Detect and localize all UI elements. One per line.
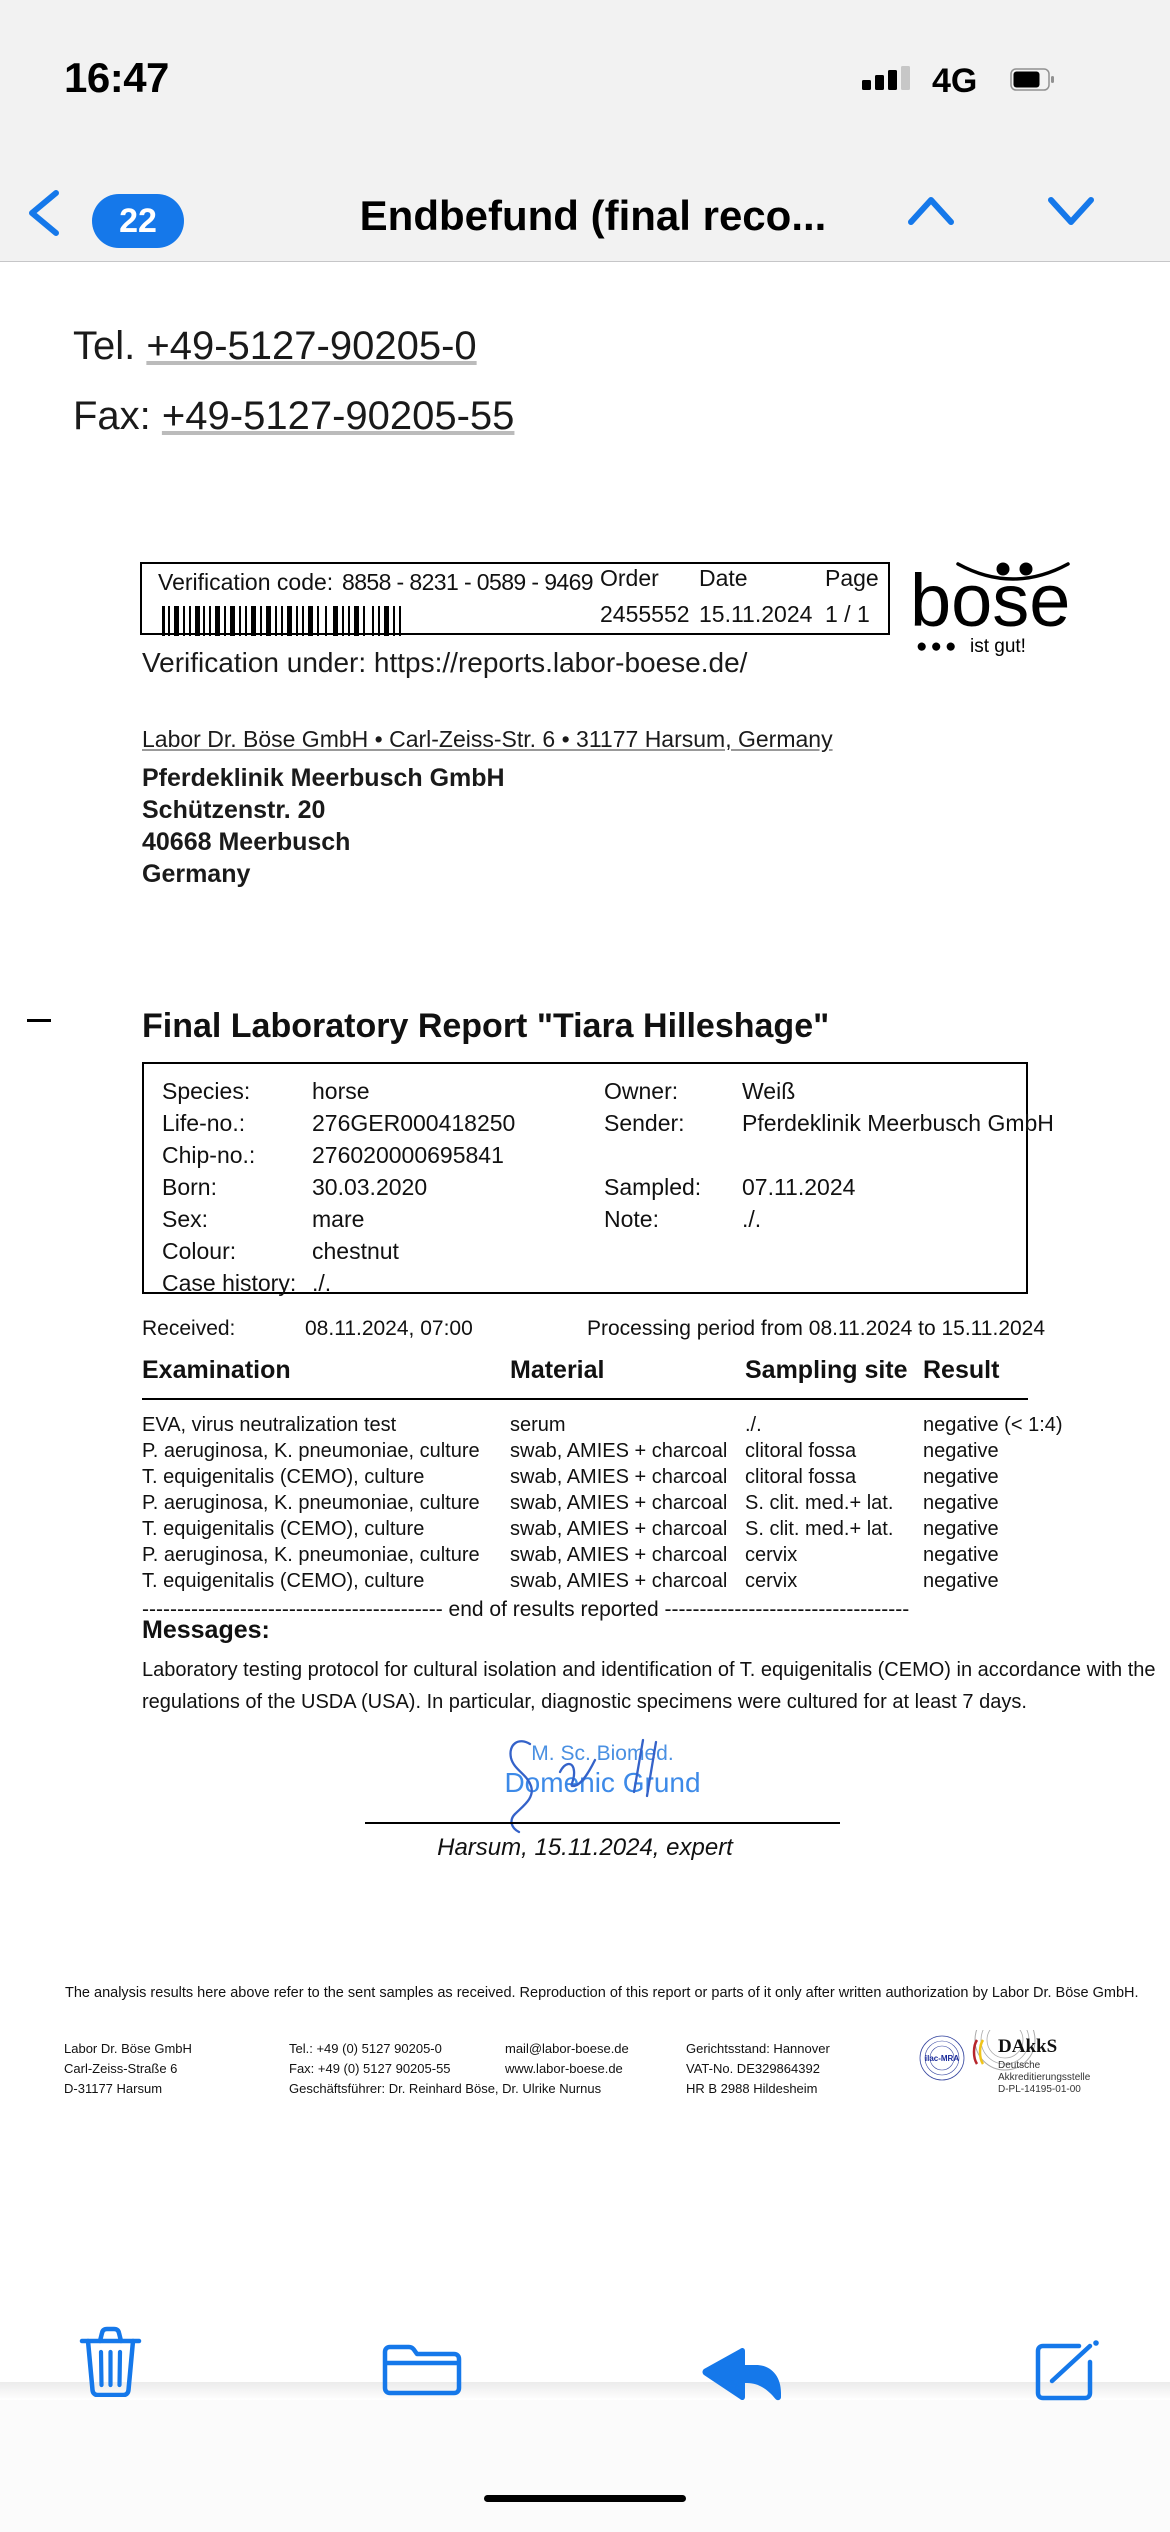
svg-text:bose: bose <box>910 559 1070 630</box>
svg-text:ilac-MRA: ilac-MRA <box>925 2054 959 2063</box>
